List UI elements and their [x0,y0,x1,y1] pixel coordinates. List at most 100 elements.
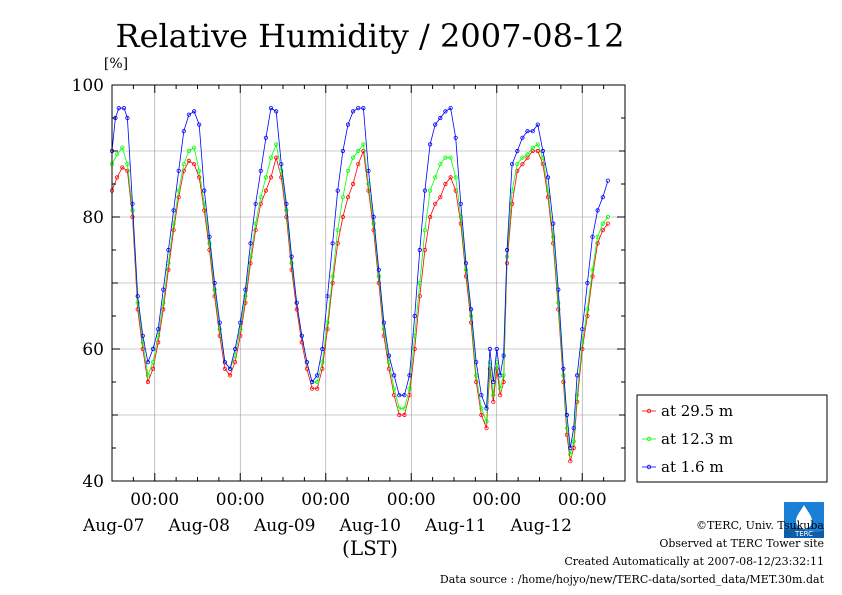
terc-logo-icon: TERC [784,502,824,538]
data-point [335,188,340,193]
data-point [263,175,268,180]
legend-label: at 29.5 m [661,402,733,420]
data-point [498,386,503,391]
data-point [433,175,438,180]
data-point [545,195,551,200]
x-tick-date-label: Aug-12 [510,516,572,536]
data-point [407,386,412,391]
data-point [494,346,499,352]
data-point [330,274,335,279]
data-point [176,195,181,200]
data-point [186,148,191,154]
data-point [504,247,510,253]
data-point [376,280,381,286]
data-point [166,267,171,272]
data-point [498,393,503,398]
y-tick-label: 100 [72,76,104,96]
data-point [294,300,299,305]
data-point [150,366,156,371]
data-point [590,267,595,272]
data-point [253,201,258,206]
data-point [381,320,386,325]
x-tick-time-label: 00:00 [558,490,607,510]
data-point [181,168,186,173]
data-point [356,106,361,111]
data-point [402,406,407,411]
data-point [356,162,361,167]
data-point [125,115,130,121]
data-point [156,327,161,332]
data-point [585,313,590,319]
data-point [491,393,496,398]
data-point [535,122,540,127]
data-point [397,412,402,418]
data-point [571,439,576,444]
data-point [433,122,438,127]
data-point [263,188,268,193]
x-tick-date-label: Aug-10 [339,516,401,536]
legend: at 29.5 m at 12.3 m at 1.6 m [636,394,828,483]
data-point [361,142,366,147]
data-point [120,165,125,170]
data-point [274,155,279,160]
data-point [574,393,580,398]
data-point [600,228,605,233]
data-point [361,148,366,154]
data-point [568,452,573,457]
data-point [540,148,546,154]
copyright-text: ©TERC, Univ. Tsukuba [695,519,824,532]
data-point [150,346,156,352]
data-point [145,379,150,385]
series-line [111,150,609,462]
data-point [397,393,402,398]
x-tick-date-label: Aug-09 [253,516,315,536]
data-point [556,287,561,292]
data-point [207,241,212,246]
data-point [345,168,351,173]
x-axis-ticks: 00:00 Aug-07 00:00 Aug-08 00:00 Aug-09 00:00 Au… [82,85,626,536]
data-point [217,327,222,332]
x-tick-date-label: Aug-08 [168,516,230,536]
data-point [427,142,433,147]
data-point [320,360,325,365]
data-point [568,445,573,451]
data-point [197,175,202,180]
data-point [600,195,605,200]
data-point [181,129,186,134]
data-point [545,175,551,180]
data-point [268,106,274,111]
data-point [212,280,217,286]
data-point [171,208,176,213]
data-point [238,320,243,325]
data-point [299,333,304,338]
data-point [258,168,263,173]
data-point [289,261,294,266]
data-point [212,287,217,292]
data-point [161,307,166,312]
x-tick-time-label: 00:00 [216,490,265,510]
data-point [487,346,492,352]
data-point [417,280,422,286]
data-point [320,346,325,352]
data-point [130,201,135,206]
data-point [463,261,469,266]
data-point [340,195,345,200]
data-point [366,168,371,173]
data-point [540,162,546,167]
data-point [479,406,484,411]
data-point [145,373,150,378]
data-point [289,254,294,259]
data-point [407,373,412,378]
legend-box [636,394,828,483]
data-point [509,162,515,167]
data-point [520,155,525,160]
data-point [564,412,570,418]
data-point [453,135,458,140]
legend-swatch-marker [646,408,652,414]
data-point [468,320,474,325]
data-point [325,327,330,332]
data-point [197,122,202,127]
data-point [227,366,233,371]
data-point [443,109,448,114]
data-point [371,214,376,220]
